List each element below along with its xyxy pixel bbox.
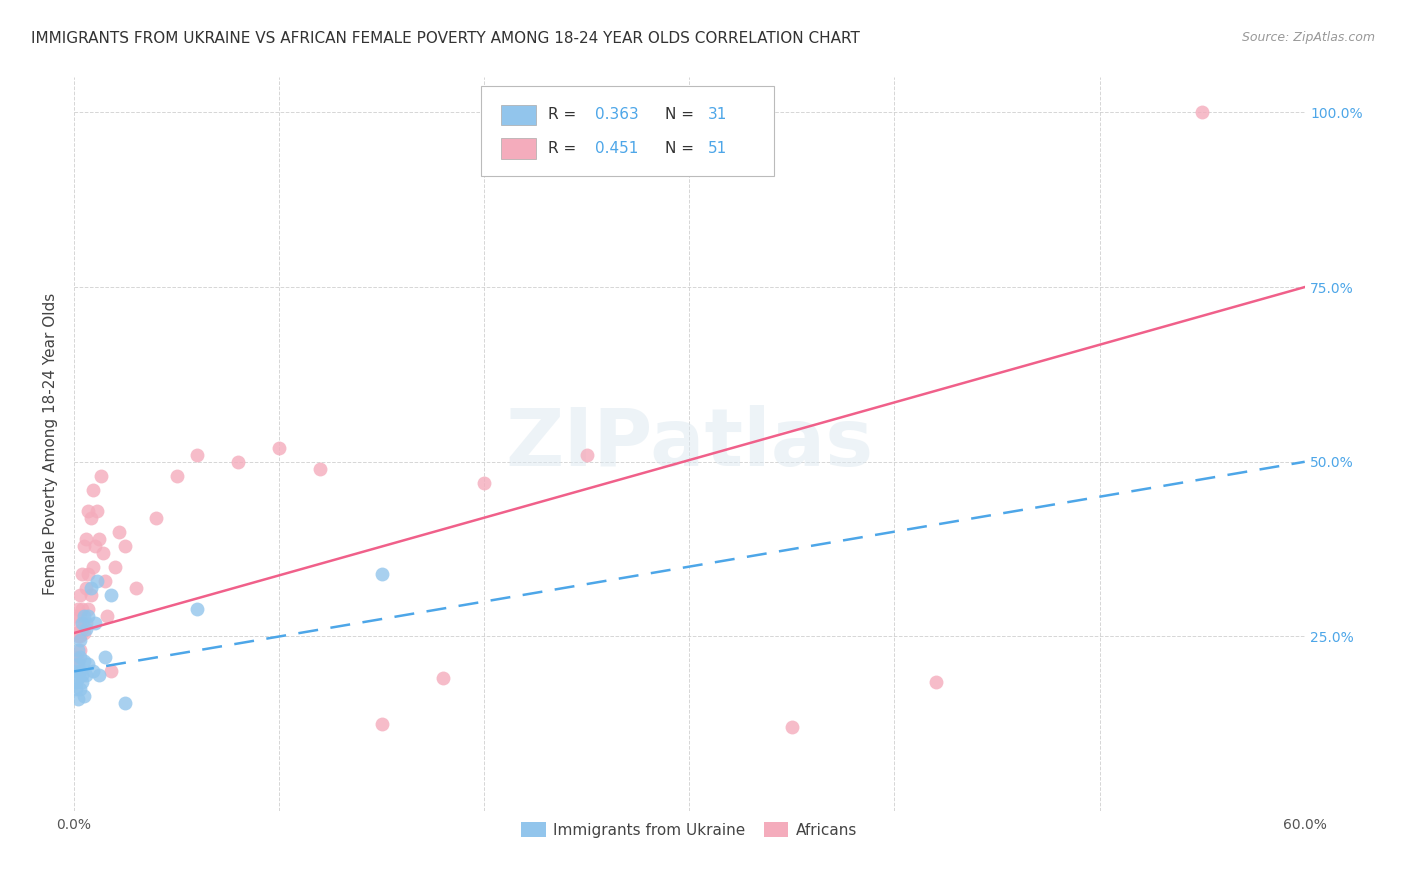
- Point: [269, 441, 291, 455]
- Text: 51: 51: [707, 141, 727, 156]
- Point: [69, 665, 91, 679]
- Point: [371, 566, 394, 581]
- Point: [72, 615, 94, 630]
- Point: [575, 448, 598, 462]
- Point: [145, 510, 167, 524]
- Point: [100, 588, 122, 602]
- Point: [87, 532, 110, 546]
- Point: [69, 630, 91, 644]
- Point: [69, 608, 91, 623]
- Point: [65, 608, 87, 623]
- Point: [114, 696, 136, 710]
- Point: [67, 619, 90, 633]
- Text: R =: R =: [548, 141, 581, 156]
- Text: N =: N =: [665, 141, 699, 156]
- Point: [432, 672, 454, 686]
- Text: IMMIGRANTS FROM UKRAINE VS AFRICAN FEMALE POVERTY AMONG 18-24 YEAR OLDS CORRELAT: IMMIGRANTS FROM UKRAINE VS AFRICAN FEMAL…: [31, 31, 860, 46]
- Text: R =: R =: [548, 107, 581, 122]
- Point: [114, 539, 136, 553]
- Point: [79, 510, 101, 524]
- Point: [186, 448, 208, 462]
- Point: [77, 608, 100, 623]
- Point: [69, 588, 91, 602]
- Y-axis label: Female Poverty Among 18-24 Year Olds: Female Poverty Among 18-24 Year Olds: [44, 293, 58, 596]
- Point: [79, 581, 101, 595]
- Point: [65, 674, 87, 689]
- Point: [104, 559, 127, 574]
- Point: [65, 626, 87, 640]
- Point: [309, 462, 332, 476]
- Point: [124, 581, 146, 595]
- Point: [1191, 105, 1213, 120]
- Point: [86, 504, 108, 518]
- Point: [780, 720, 803, 734]
- Point: [77, 566, 100, 581]
- FancyBboxPatch shape: [481, 86, 775, 176]
- Text: Source: ZipAtlas.com: Source: ZipAtlas.com: [1241, 31, 1375, 45]
- Point: [69, 643, 91, 657]
- Point: [65, 681, 87, 696]
- Point: [83, 539, 105, 553]
- Point: [77, 601, 100, 615]
- Point: [87, 668, 110, 682]
- Point: [96, 608, 118, 623]
- Point: [67, 672, 90, 686]
- Point: [75, 668, 97, 682]
- Text: ZIPatlas: ZIPatlas: [505, 405, 873, 483]
- Point: [72, 674, 94, 689]
- Point: [371, 716, 394, 731]
- Point: [82, 483, 104, 497]
- Point: [75, 623, 97, 637]
- FancyBboxPatch shape: [501, 104, 536, 125]
- Point: [226, 455, 249, 469]
- Point: [82, 559, 104, 574]
- Point: [72, 566, 94, 581]
- Point: [100, 665, 122, 679]
- Point: [75, 532, 97, 546]
- Point: [67, 643, 90, 657]
- Point: [86, 574, 108, 588]
- Point: [82, 665, 104, 679]
- Point: [65, 665, 87, 679]
- Text: 0.451: 0.451: [595, 141, 638, 156]
- Point: [90, 468, 112, 483]
- Point: [186, 601, 208, 615]
- Point: [67, 630, 90, 644]
- Point: [67, 692, 90, 706]
- Text: 31: 31: [707, 107, 727, 122]
- Point: [108, 524, 131, 539]
- Point: [91, 546, 114, 560]
- Point: [73, 539, 96, 553]
- Point: [75, 615, 97, 630]
- Point: [69, 650, 91, 665]
- FancyBboxPatch shape: [501, 138, 536, 159]
- Point: [75, 581, 97, 595]
- Point: [83, 615, 105, 630]
- Point: [73, 608, 96, 623]
- Point: [65, 650, 87, 665]
- Point: [73, 626, 96, 640]
- Text: N =: N =: [665, 107, 699, 122]
- Point: [67, 601, 90, 615]
- Point: [472, 475, 495, 490]
- Text: 0.363: 0.363: [595, 107, 638, 122]
- Point: [77, 504, 100, 518]
- Point: [73, 654, 96, 668]
- Point: [67, 657, 90, 672]
- Point: [94, 650, 117, 665]
- Point: [94, 574, 117, 588]
- Point: [79, 588, 101, 602]
- Point: [72, 668, 94, 682]
- Point: [72, 623, 94, 637]
- Point: [69, 681, 91, 696]
- Point: [924, 674, 946, 689]
- Point: [166, 468, 188, 483]
- Point: [72, 601, 94, 615]
- Point: [69, 632, 91, 647]
- Point: [73, 689, 96, 703]
- Point: [67, 654, 90, 668]
- Point: [77, 657, 100, 672]
- Legend: Immigrants from Ukraine, Africans: Immigrants from Ukraine, Africans: [515, 816, 863, 844]
